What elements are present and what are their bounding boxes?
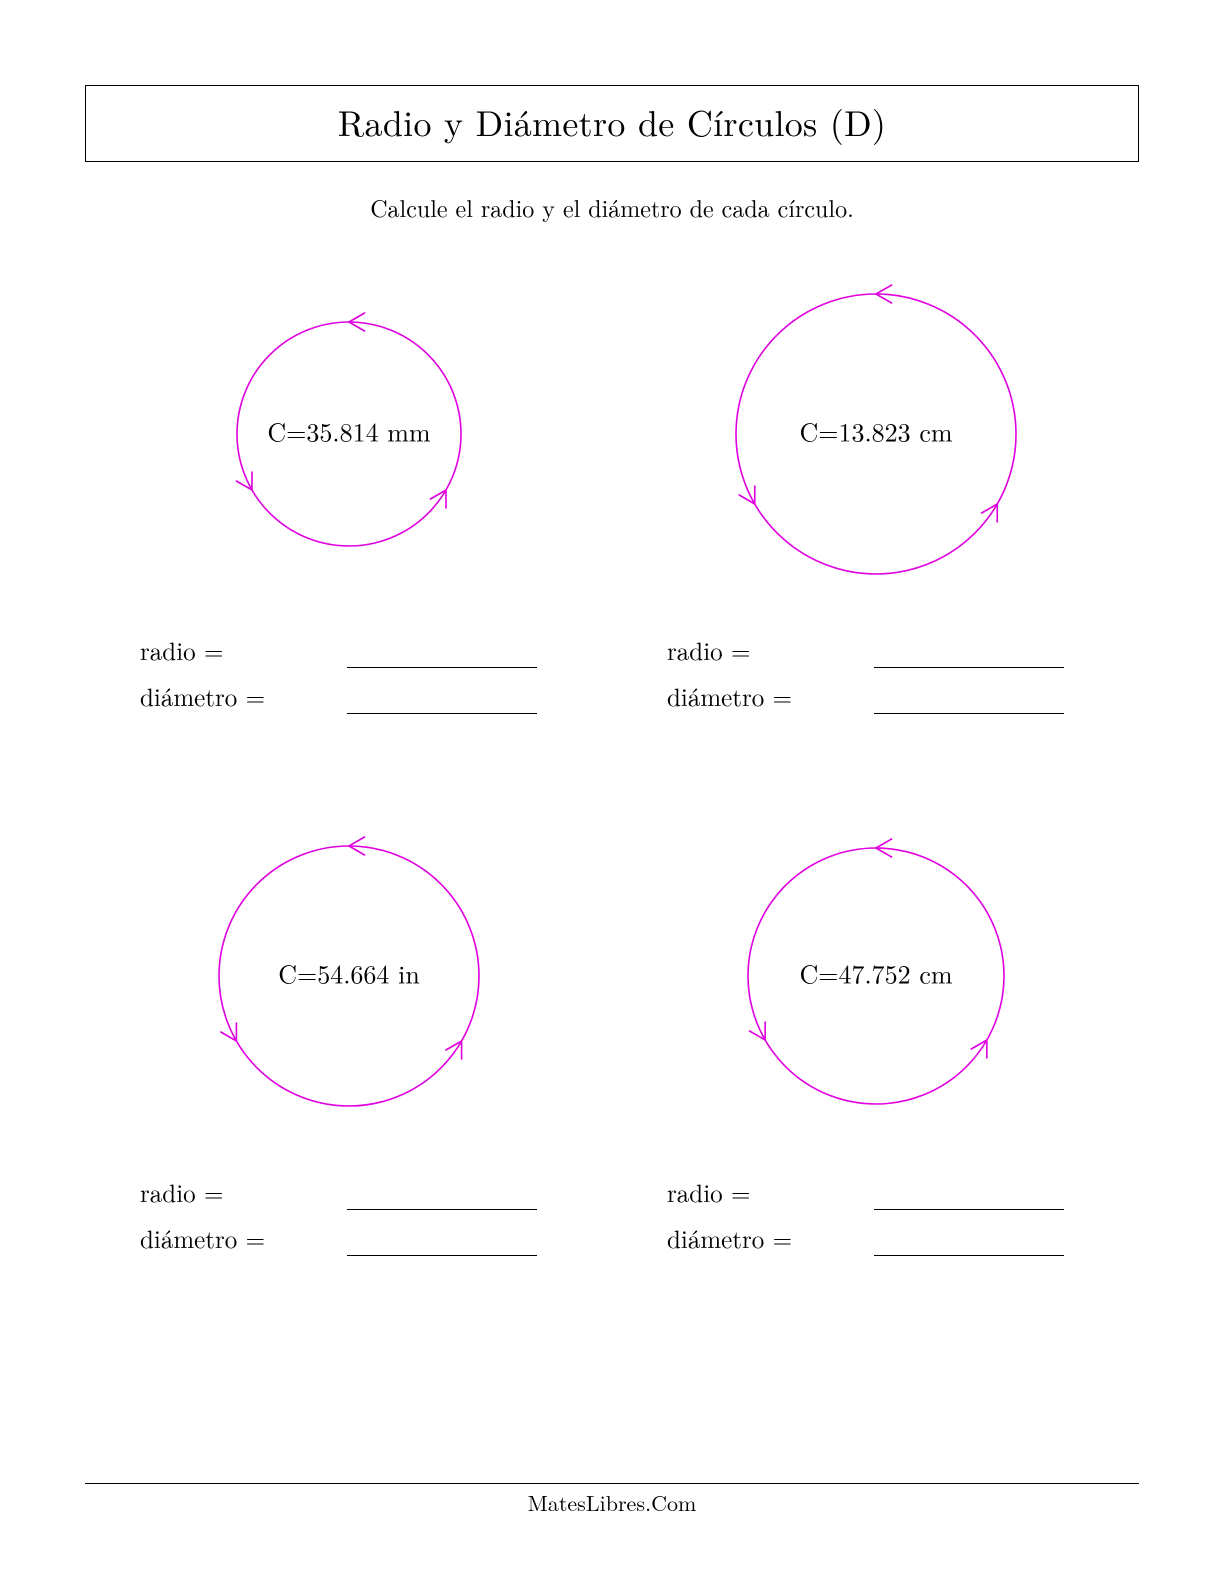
answer-row-diametro: diámetro = [140, 680, 577, 714]
page-title: Radio y Diámetro de Círculos (D) [85, 85, 1139, 162]
answer-blank [347, 1188, 537, 1210]
circle-figure: C=54.664 in [85, 806, 612, 1146]
svg-text:C=47.752 cm: C=47.752 cm [799, 955, 952, 992]
answer-blank [347, 1234, 537, 1256]
answer-row-diametro: diámetro = [667, 1222, 1104, 1256]
circle-figure: C=13.823 cm [612, 264, 1139, 604]
answer-row-diametro: diámetro = [667, 680, 1104, 714]
circle-figure: C=47.752 cm [612, 806, 1139, 1146]
diametro-label: diámetro = [140, 679, 340, 714]
problem-cell: C=54.664 in radio = diámetro = [85, 806, 612, 1268]
circle-figure: C=35.814 mm [85, 264, 612, 604]
answer-row-radio: radio = [667, 634, 1104, 668]
diametro-label: diámetro = [667, 679, 867, 714]
svg-text:C=35.814 mm: C=35.814 mm [267, 413, 431, 450]
problem-cell: C=13.823 cm radio = diámetro = [612, 264, 1139, 726]
footer-text: MatesLibres.Com [0, 1487, 1224, 1518]
radio-label: radio = [140, 633, 340, 668]
answer-blank [874, 692, 1064, 714]
problems-grid: C=35.814 mm radio = diámetro = C=13.823 … [85, 264, 1139, 1268]
svg-text:C=54.664 in: C=54.664 in [278, 955, 420, 992]
answer-row-diametro: diámetro = [140, 1222, 577, 1256]
answer-blank [874, 1188, 1064, 1210]
diametro-label: diámetro = [140, 1221, 340, 1256]
answer-blank [874, 1234, 1064, 1256]
answer-row-radio: radio = [140, 634, 577, 668]
radio-label: radio = [667, 1175, 867, 1210]
answer-blank [347, 646, 537, 668]
instructions-text: Calcule el radio y el diámetro de cada c… [85, 190, 1139, 224]
answer-row-radio: radio = [667, 1176, 1104, 1210]
problem-cell: C=35.814 mm radio = diámetro = [85, 264, 612, 726]
footer-line [85, 1483, 1139, 1484]
answer-blank [874, 646, 1064, 668]
answer-row-radio: radio = [140, 1176, 577, 1210]
radio-label: radio = [667, 633, 867, 668]
diametro-label: diámetro = [667, 1221, 867, 1256]
radio-label: radio = [140, 1175, 340, 1210]
problem-cell: C=47.752 cm radio = diámetro = [612, 806, 1139, 1268]
answer-blank [347, 692, 537, 714]
svg-text:C=13.823 cm: C=13.823 cm [799, 413, 952, 450]
